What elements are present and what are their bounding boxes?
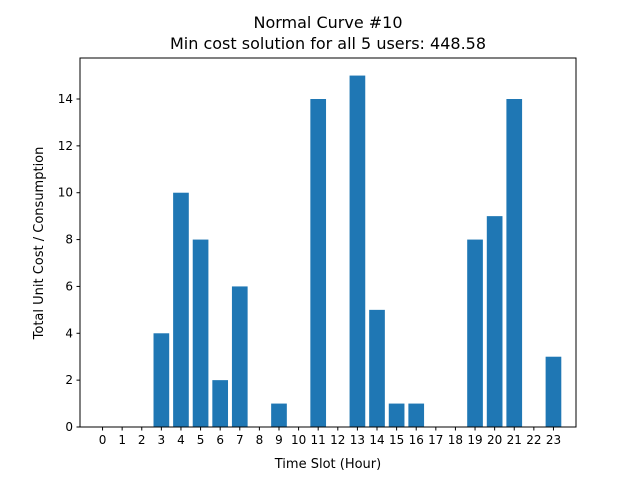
x-tick-label: 1: [118, 433, 126, 447]
x-tick-label: 8: [256, 433, 264, 447]
x-tick-label: 18: [448, 433, 463, 447]
y-axis-ticks: 0 2 4 6 8 10 12 14: [58, 92, 80, 434]
bar-21: [506, 99, 523, 427]
x-tick-label: 10: [291, 433, 306, 447]
y-tick-label: 2: [65, 373, 73, 387]
bar-4: [173, 192, 189, 427]
x-tick-label: 7: [236, 433, 244, 447]
bar-3: [153, 333, 170, 427]
y-tick-label: 4: [65, 326, 73, 340]
y-tick-label: 0: [65, 420, 73, 434]
chart-subtitle: Min cost solution for all 5 users: 448.5…: [170, 34, 486, 53]
x-tick-label: 22: [526, 433, 541, 447]
x-tick-label: 19: [467, 433, 482, 447]
bars-group: [153, 75, 562, 428]
plot-frame: [79, 57, 577, 428]
x-tick-label: 21: [507, 433, 522, 447]
x-tick-label: 12: [330, 433, 345, 447]
y-tick-label: 8: [65, 233, 73, 247]
chart-title: Normal Curve #10: [253, 13, 402, 32]
y-tick-label: 10: [58, 186, 73, 200]
bar-6: [212, 380, 229, 427]
x-tick-label: 16: [409, 433, 424, 447]
x-axis-label: Time Slot (Hour): [274, 457, 381, 472]
x-tick-label: 15: [389, 433, 404, 447]
x-tick-label: 5: [197, 433, 205, 447]
x-tick-label: 20: [487, 433, 502, 447]
x-tick-label: 9: [275, 433, 283, 447]
y-tick-label: 12: [58, 139, 73, 153]
bar-13: [349, 75, 366, 428]
y-tick-label: 14: [58, 92, 73, 106]
bar-15: [388, 403, 405, 427]
x-tick-label: 13: [350, 433, 365, 447]
x-tick-label: 0: [99, 433, 107, 447]
x-tick-label: 2: [138, 433, 146, 447]
x-tick-label: 11: [311, 433, 326, 447]
bar-20: [486, 216, 503, 427]
y-axis-label: Total Unit Cost / Consumption: [32, 147, 47, 341]
bar-11: [310, 99, 327, 427]
bar-16: [408, 403, 425, 427]
bar-9: [271, 403, 287, 427]
x-tick-label: 3: [158, 433, 166, 447]
x-tick-label: 4: [177, 433, 185, 447]
bar-5: [192, 239, 209, 427]
x-tick-label: 23: [546, 433, 561, 447]
bar-7: [231, 286, 248, 427]
y-tick-label: 6: [65, 279, 73, 293]
x-tick-label: 17: [428, 433, 443, 447]
bar-23: [545, 356, 562, 427]
x-tick-label: 6: [216, 433, 224, 447]
x-tick-label: 14: [369, 433, 384, 447]
bar-19: [467, 239, 483, 427]
bar-14: [369, 309, 385, 427]
x-axis-ticks: 0 1 2 3 4 5 6 7 8 9 10 11 12 13 14 15 16 17 18 19 20 21 22 23: [99, 427, 561, 447]
